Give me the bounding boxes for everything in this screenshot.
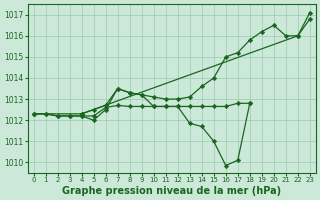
- X-axis label: Graphe pression niveau de la mer (hPa): Graphe pression niveau de la mer (hPa): [62, 186, 281, 196]
